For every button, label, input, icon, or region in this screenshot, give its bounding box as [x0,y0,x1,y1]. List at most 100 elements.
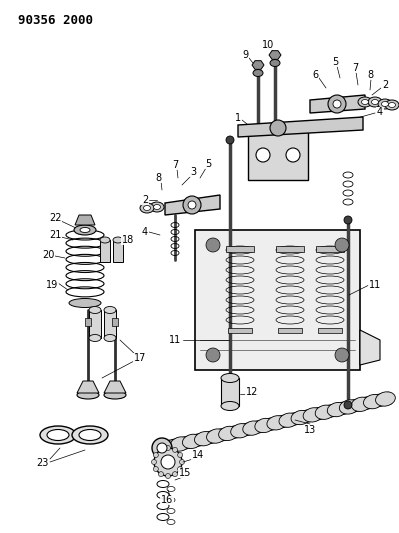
Ellipse shape [77,391,99,399]
Circle shape [158,472,164,477]
Text: 12: 12 [246,387,258,397]
Circle shape [158,447,164,453]
Bar [113,240,123,262]
Ellipse shape [194,432,214,446]
Text: 3: 3 [190,167,196,177]
Polygon shape [75,215,95,225]
Circle shape [188,201,196,209]
Circle shape [206,348,220,362]
Ellipse shape [47,430,69,440]
Ellipse shape [182,434,202,448]
Ellipse shape [371,100,379,104]
Text: 21: 21 [49,230,61,240]
Ellipse shape [167,508,175,513]
Circle shape [154,448,182,476]
Text: 17: 17 [134,353,146,363]
Text: 7: 7 [352,63,358,73]
Bar [195,230,360,370]
Text: 18: 18 [122,235,134,245]
Text: 22: 22 [49,213,61,223]
Polygon shape [77,381,99,393]
Polygon shape [310,95,365,113]
Circle shape [172,472,178,477]
Circle shape [286,148,300,162]
Ellipse shape [157,481,169,488]
Circle shape [333,100,341,108]
Circle shape [180,459,184,464]
Text: 2: 2 [382,80,388,90]
Ellipse shape [352,397,371,411]
Bar [276,246,304,252]
Polygon shape [238,117,363,137]
Circle shape [256,148,270,162]
Text: 1: 1 [235,113,241,123]
Ellipse shape [69,298,101,308]
Text: 5: 5 [205,159,211,169]
Text: 11: 11 [369,280,381,290]
Polygon shape [269,51,281,59]
Bar [278,328,302,333]
Bar [228,328,252,333]
Bar [89,310,101,338]
Circle shape [157,443,167,453]
Ellipse shape [381,101,389,107]
Ellipse shape [361,100,369,104]
Ellipse shape [291,410,311,425]
Text: 8: 8 [367,70,373,80]
Ellipse shape [385,100,399,110]
Ellipse shape [221,401,239,410]
Ellipse shape [221,374,239,383]
Ellipse shape [80,228,90,232]
Polygon shape [252,61,264,69]
Ellipse shape [113,237,123,243]
Bar [316,246,344,252]
Bar [318,328,342,333]
Text: 14: 14 [192,450,204,460]
Ellipse shape [40,426,76,444]
Text: 19: 19 [46,280,58,290]
Text: 2: 2 [142,195,148,205]
Ellipse shape [167,487,175,491]
Ellipse shape [207,429,226,443]
Bar [226,246,254,252]
Circle shape [152,459,156,464]
Ellipse shape [100,237,110,243]
Circle shape [178,453,183,457]
Polygon shape [165,195,220,215]
Ellipse shape [89,306,101,313]
Text: 4: 4 [142,227,148,237]
Ellipse shape [368,97,382,107]
Text: 11: 11 [169,335,181,345]
Ellipse shape [157,503,169,510]
Ellipse shape [89,335,101,342]
Ellipse shape [150,202,164,212]
Circle shape [152,438,172,458]
Ellipse shape [79,430,101,440]
Text: 6: 6 [312,70,318,80]
Ellipse shape [74,225,96,235]
Circle shape [178,466,183,472]
Ellipse shape [358,97,372,107]
Circle shape [153,453,158,457]
Ellipse shape [267,416,287,430]
Polygon shape [161,392,391,454]
Circle shape [226,401,234,409]
Ellipse shape [157,513,169,521]
Text: 13: 13 [304,425,316,435]
Bar [85,318,91,326]
Text: 23: 23 [36,458,48,468]
Ellipse shape [104,391,126,399]
Circle shape [335,348,349,362]
Bar [248,130,308,180]
Ellipse shape [231,424,251,438]
Ellipse shape [157,491,169,498]
Text: 90356 2000: 90356 2000 [18,14,93,27]
Circle shape [328,95,346,113]
Text: 10: 10 [262,40,274,50]
Text: 16: 16 [161,495,173,505]
Bar [100,240,110,262]
Ellipse shape [303,408,323,422]
Circle shape [344,401,352,409]
Circle shape [172,447,178,453]
Circle shape [166,473,170,479]
